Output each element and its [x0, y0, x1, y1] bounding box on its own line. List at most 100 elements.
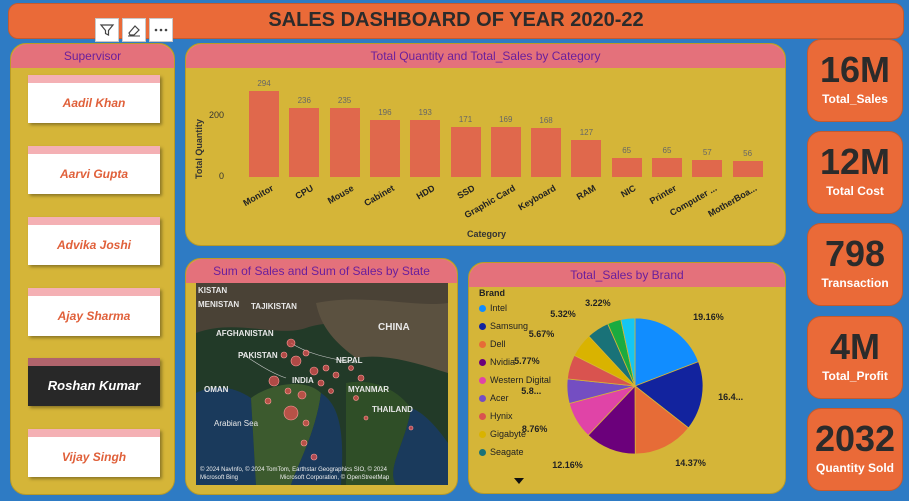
bar-category-label: RAM	[574, 183, 598, 202]
legend-item[interactable]: Gigabyte	[479, 429, 526, 439]
legend-item[interactable]: Samsung	[479, 321, 528, 331]
sales-map[interactable]: KISTAN MENISTAN TAJIKISTAN AFGHANISTAN P…	[196, 283, 448, 485]
bar-category-label: Keyboard	[516, 183, 558, 213]
map-bubbles	[264, 338, 414, 461]
state-map-panel: Sum of Sales and Sum of Sales by State	[185, 258, 458, 495]
bar-chart-y-title: Total Quantity	[194, 119, 204, 179]
legend-item[interactable]: Western Digital	[479, 375, 551, 385]
bar-chart-x-title: Category	[466, 229, 506, 239]
pie-slice-label: 19.16%	[693, 311, 724, 322]
map-header: Sum of Sales and Sum of Sales by State	[186, 259, 457, 283]
legend-label: Seagate	[490, 447, 524, 457]
legend-label: Acer	[490, 393, 509, 403]
map-label-tajikistan: TAJIKISTAN	[251, 302, 297, 311]
kpi-total-profit: 4M Total_Profit	[807, 316, 903, 399]
legend-item[interactable]: Dell	[479, 339, 506, 349]
legend-dot-icon	[479, 376, 486, 384]
map-label-afghanistan: AFGHANISTAN	[216, 329, 274, 338]
bar-value-label: 127	[579, 127, 594, 137]
legend-dot-icon	[479, 340, 486, 348]
pie-slice-2[interactable]	[634, 385, 690, 455]
legend-item[interactable]: Hynix	[479, 411, 513, 421]
bar-chart-header: Total Quantity and Total_Sales by Catego…	[186, 44, 785, 68]
bar-category-label: CPU	[293, 183, 316, 202]
bar-9[interactable]	[611, 157, 642, 177]
map-terrain	[196, 283, 448, 485]
bar-2[interactable]	[329, 108, 360, 177]
supervisor-item-roshan-kumar[interactable]: Roshan Kumar	[28, 358, 160, 406]
supervisor-item-advika-joshi[interactable]: Advika Joshi	[28, 217, 160, 265]
pie-chart-header: Total_Sales by Brand	[469, 263, 785, 287]
map-label-arabian-sea: Arabian Sea	[214, 419, 259, 428]
pie-slice-10[interactable]	[620, 317, 636, 387]
kpi-transaction: 798 Transaction	[807, 223, 903, 306]
supervisor-header: Supervisor	[11, 44, 174, 68]
legend-scroll-down-icon[interactable]	[513, 477, 525, 485]
legend-dot-icon	[479, 448, 486, 456]
bar-category-label: Mouse	[325, 183, 356, 206]
bing-logo: Microsoft Bing	[200, 475, 239, 481]
bar-8[interactable]	[571, 139, 602, 177]
pie-slice-label: 3.22%	[585, 297, 611, 308]
supervisor-item-ajay-sharma[interactable]: Ajay Sharma	[28, 288, 160, 336]
map-label-oman: OMAN	[204, 385, 229, 394]
bar-category-label: Printer	[647, 183, 678, 207]
bar-value-label: 196	[378, 107, 392, 117]
kpi-total-cost: 12M Total Cost	[807, 131, 903, 214]
filter-icon[interactable]	[95, 18, 119, 42]
bar-value-label: 169	[499, 115, 513, 125]
bar-7[interactable]	[531, 127, 562, 177]
legend-item[interactable]: Nvidia	[479, 357, 515, 367]
legend-item[interactable]: Acer	[479, 393, 509, 403]
legend-item[interactable]: Seagate	[479, 447, 524, 457]
kpi-total-sales: 16M Total_Sales	[807, 39, 903, 122]
bar-10[interactable]	[652, 157, 682, 177]
y-tick-0: 0	[218, 171, 224, 181]
bar-value-label: 65	[662, 145, 672, 155]
legend-label: Hynix	[490, 411, 513, 421]
pie-slice-label: 16.4...	[718, 391, 744, 402]
bar-5[interactable]	[450, 126, 481, 177]
legend-item[interactable]: Intel	[479, 303, 507, 313]
bar-category-label: NIC	[619, 183, 638, 200]
supervisor-item-aadil-khan[interactable]: Aadil Khan	[28, 75, 160, 123]
bar-0[interactable]	[249, 90, 279, 177]
bar-value-label: 171	[458, 114, 473, 124]
legend-label: Samsung	[490, 321, 529, 331]
pie-slice-label: 12.16%	[552, 460, 583, 471]
supervisor-item-vijay-singh[interactable]: Vijay Singh	[28, 429, 160, 477]
bar-value-label: 235	[337, 96, 352, 106]
legend-dot-icon	[479, 430, 486, 438]
bar-12[interactable]	[732, 160, 763, 177]
bar-category-label: HDD	[414, 183, 437, 202]
supervisor-item-aarvi-gupta[interactable]: Aarvi Gupta	[28, 146, 160, 194]
map-label-thailand: THAILAND	[372, 405, 413, 414]
pie-slice-0[interactable]	[634, 317, 699, 387]
legend-dot-icon	[479, 304, 486, 312]
category-bar-chart: Total Quantity and Total_Sales by Catego…	[185, 43, 786, 246]
eraser-icon[interactable]	[122, 18, 146, 42]
pie-slice-label: 5.8...	[521, 386, 542, 397]
bar-1[interactable]	[289, 107, 320, 177]
bar-value-label: 57	[702, 148, 712, 158]
legend-dot-icon	[479, 358, 486, 366]
kpi-quantity-sold: 2032 Quantity Sold	[807, 408, 903, 491]
bar-3[interactable]	[369, 119, 400, 177]
more-icon[interactable]	[149, 18, 173, 42]
bar-4[interactable]	[410, 120, 441, 177]
map-label-india: INDIA	[292, 376, 314, 385]
pie-slice-label: 5.67%	[528, 329, 555, 340]
pie-slice-label: 5.32%	[550, 308, 576, 319]
map-label-myanmar: MYANMAR	[348, 385, 390, 394]
pie-slice-label: 5.77%	[514, 355, 540, 366]
bar-6[interactable]	[490, 127, 521, 177]
map-attribution: © 2024 NavInfo, © 2024 TomTom, Earthstar…	[200, 467, 390, 481]
bar-11[interactable]	[692, 160, 723, 177]
supervisor-slicer: Supervisor Aadil Khan Aarvi Gupta Advika…	[10, 43, 175, 495]
bar-value-label: 236	[297, 95, 311, 105]
pie-slice-1[interactable]	[634, 361, 704, 429]
legend-label: Dell	[490, 339, 506, 349]
brand-pie-chart: Total_Sales by Brand Brand Intel Samsung D…	[468, 262, 786, 494]
y-tick-200: 200	[208, 110, 224, 120]
legend-dot-icon	[479, 322, 486, 330]
